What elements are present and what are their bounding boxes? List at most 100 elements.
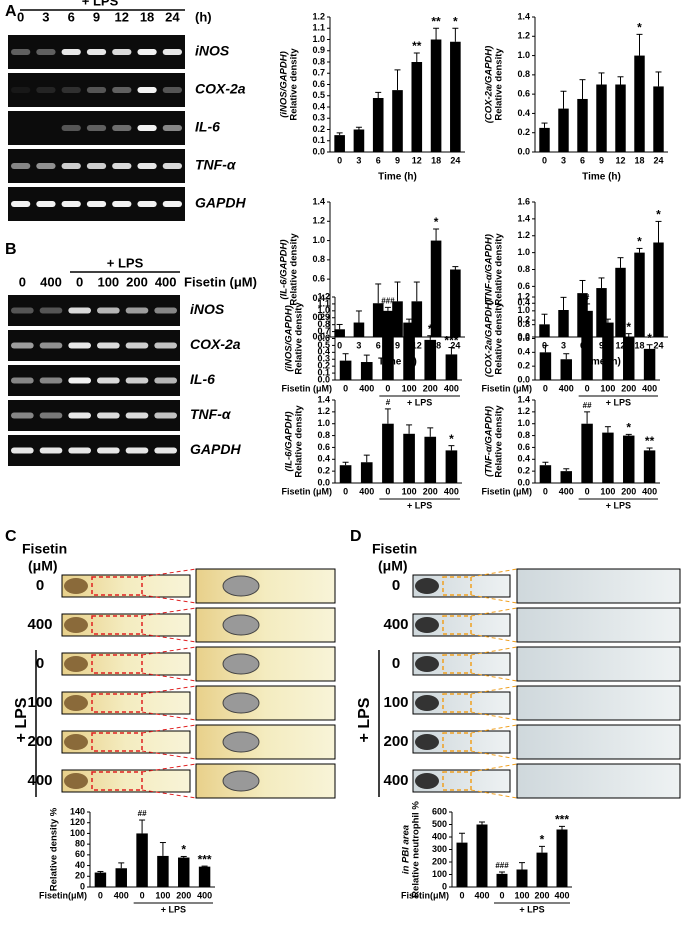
y-tick-label: 1.4	[517, 394, 530, 404]
bar	[560, 359, 572, 380]
y-axis-label: (iNOS/GAPDH)	[279, 51, 290, 118]
bar	[339, 465, 352, 483]
gel-band	[86, 87, 107, 93]
x-tick-label: 400	[554, 890, 569, 900]
unit-label: Fisetin (μM)	[184, 274, 257, 289]
y-tick-label: 600	[432, 806, 447, 816]
gel-band	[68, 307, 91, 314]
gel-band	[97, 307, 120, 314]
bar	[596, 288, 607, 337]
gel-band	[112, 163, 132, 169]
bar	[615, 267, 626, 337]
bar	[411, 62, 423, 152]
lane-label: 400	[155, 274, 177, 289]
x-axis-label: Time (h)	[582, 357, 621, 368]
x-tick-label: 200	[621, 486, 636, 496]
x-tick-label: 0	[585, 383, 590, 393]
gel-band	[36, 49, 56, 55]
bar	[136, 833, 148, 887]
fish-eye	[222, 653, 260, 675]
y-tick-label: 0.5	[312, 90, 325, 100]
bar	[623, 337, 635, 380]
fish-thumbnail	[61, 730, 191, 754]
lane-label: 3	[42, 9, 49, 24]
zoom-line	[470, 646, 518, 656]
lane-label: 0	[19, 274, 26, 289]
bar	[353, 322, 365, 337]
zoom-line	[141, 685, 197, 695]
gel-band	[11, 125, 30, 131]
zoom-box	[91, 693, 143, 713]
y-tick-label: 1.0	[317, 418, 330, 428]
x-tick-label: 0	[343, 383, 348, 393]
x-tick-label: 0	[542, 155, 547, 165]
y-tick-label: 1.0	[517, 305, 530, 315]
fish-eye	[222, 614, 260, 636]
y-tick-label: 0.0	[517, 146, 530, 156]
zoom-box	[91, 732, 143, 752]
x-tick-label: 200	[621, 383, 636, 393]
fish-thumbnail	[412, 574, 511, 598]
y-tick-label: 0.1	[317, 367, 330, 377]
gel-image	[8, 330, 180, 361]
significance-label: *	[626, 421, 631, 435]
bar	[539, 127, 550, 152]
x-tick-label: 400	[559, 383, 574, 393]
fish-zoom	[516, 685, 681, 721]
bar	[643, 348, 656, 380]
lane-label: 18	[140, 9, 154, 24]
gel-band	[86, 201, 107, 207]
significance-label: ***	[444, 334, 458, 348]
y-tick-label: 0.0	[517, 374, 530, 384]
group-label: + LPS	[407, 500, 432, 510]
bar	[476, 824, 488, 887]
x-tick-label: 0	[140, 890, 145, 900]
y-tick-label: 0.6	[317, 333, 330, 343]
bar	[581, 423, 593, 483]
y-tick-label: 0.5	[317, 340, 330, 350]
zoom-box	[442, 732, 472, 752]
gel-band	[125, 307, 149, 314]
y-tick-label: 1.0	[517, 418, 530, 428]
treatment-label: + LPS	[13, 697, 30, 742]
gel-band	[61, 49, 81, 55]
zoom-line	[470, 724, 518, 734]
gel-band	[39, 342, 63, 349]
fish-head	[64, 656, 88, 672]
y-tick-label: 0.2	[517, 466, 530, 476]
x-axis-label: Fisetin (μM)	[481, 383, 532, 393]
bar	[372, 303, 384, 337]
bar	[558, 310, 569, 337]
lane-label: 0	[76, 274, 83, 289]
x-tick-label: 9	[599, 340, 604, 350]
y-tick-label: 0.2	[312, 312, 325, 322]
y-axis-label: (iNOS/GAPDH)	[284, 305, 295, 372]
y-tick-label: 1.4	[312, 196, 325, 206]
y-axis-label: Relative density	[289, 233, 300, 306]
bar	[602, 322, 614, 380]
treatment-label: + LPS	[82, 0, 119, 8]
gel-band	[86, 163, 107, 169]
gel-band	[11, 49, 31, 55]
x-tick-label: 0	[98, 890, 103, 900]
gene-label: TNF-α	[195, 157, 237, 173]
zoom-box	[91, 654, 143, 674]
fish-zoom	[195, 724, 336, 760]
y-tick-label: 120	[70, 817, 85, 827]
y-tick-label: 0.4	[317, 454, 330, 464]
y-axis-label: (IL-6/GAPDH)	[279, 239, 290, 299]
bar	[334, 135, 345, 152]
gel-band	[11, 307, 34, 314]
unit-label: (h)	[195, 9, 212, 24]
gel-band	[97, 377, 120, 384]
y-tick-label: 200	[432, 856, 447, 866]
significance-label: **	[431, 14, 441, 28]
bar	[496, 873, 508, 887]
gel-band	[112, 125, 132, 131]
dose-label: 400	[27, 616, 52, 633]
gene-label: IL-6	[190, 371, 215, 387]
fish-head	[415, 656, 439, 672]
bar	[596, 84, 607, 152]
gel-band	[36, 87, 56, 93]
gel-band	[11, 201, 31, 207]
